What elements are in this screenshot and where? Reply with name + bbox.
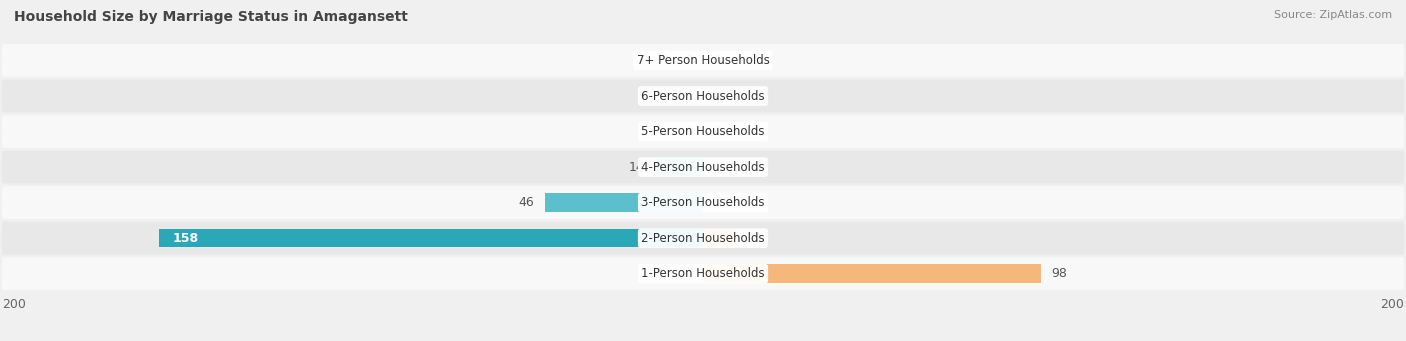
Text: 4-Person Households: 4-Person Households: [641, 161, 765, 174]
FancyBboxPatch shape: [1, 151, 1405, 183]
Bar: [159, 229, 703, 248]
Text: 46: 46: [519, 196, 534, 209]
Text: 158: 158: [173, 232, 198, 245]
Text: 0: 0: [713, 196, 721, 209]
FancyBboxPatch shape: [1, 186, 1405, 219]
Bar: [544, 193, 703, 212]
Text: Source: ZipAtlas.com: Source: ZipAtlas.com: [1274, 10, 1392, 20]
Bar: [703, 265, 1040, 283]
FancyBboxPatch shape: [1, 115, 1405, 148]
FancyBboxPatch shape: [1, 80, 1405, 112]
Text: 6-Person Households: 6-Person Households: [641, 89, 765, 103]
Text: 0: 0: [713, 125, 721, 138]
Text: 0: 0: [685, 89, 693, 103]
Bar: [703, 229, 738, 248]
Text: 14: 14: [628, 161, 644, 174]
Text: 10: 10: [748, 232, 763, 245]
Text: 1-Person Households: 1-Person Households: [641, 267, 765, 280]
Text: 5-Person Households: 5-Person Households: [641, 125, 765, 138]
Text: 0: 0: [713, 54, 721, 67]
Text: 0: 0: [713, 161, 721, 174]
Text: 98: 98: [1050, 267, 1067, 280]
Text: Household Size by Marriage Status in Amagansett: Household Size by Marriage Status in Ama…: [14, 10, 408, 24]
Bar: [655, 158, 703, 176]
Text: 2-Person Households: 2-Person Households: [641, 232, 765, 245]
Text: 7+ Person Households: 7+ Person Households: [637, 54, 769, 67]
Text: 3-Person Households: 3-Person Households: [641, 196, 765, 209]
FancyBboxPatch shape: [1, 257, 1405, 290]
Text: 0: 0: [713, 89, 721, 103]
FancyBboxPatch shape: [1, 222, 1405, 254]
FancyBboxPatch shape: [1, 44, 1405, 77]
Text: 0: 0: [685, 54, 693, 67]
Text: 0: 0: [685, 267, 693, 280]
Text: 0: 0: [685, 125, 693, 138]
